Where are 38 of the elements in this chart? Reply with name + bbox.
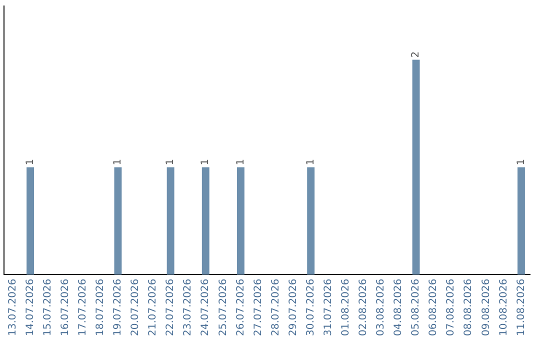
x-tick-label: 18.07.2026 (95, 278, 106, 336)
data-label: 1 (516, 158, 527, 166)
data-label: 1 (24, 158, 36, 166)
x-tick-label: 07.08.2026 (446, 278, 457, 336)
x-tick-label: 02.08.2026 (358, 278, 370, 336)
x-tick-label: 31.07.2026 (322, 278, 334, 336)
x-tick-label: 24.07.2026 (200, 278, 212, 336)
data-label: 1 (112, 158, 124, 166)
x-tick-label: 03.08.2026 (376, 278, 387, 336)
x-tick-label: 08.08.2026 (463, 278, 474, 336)
x-tick-label: 15.07.2026 (42, 278, 54, 336)
x-tick-label: 01.08.2026 (340, 278, 352, 336)
x-tick-label: 09.08.2026 (480, 278, 492, 336)
x-tick-label: 25.07.2026 (218, 278, 229, 336)
x-tick-label: 11.08.2026 (516, 278, 527, 336)
x-tick-label: 27.07.2026 (252, 278, 264, 336)
x-tick-label: 29.07.2026 (288, 278, 299, 336)
x-tick-label: 23.07.2026 (182, 278, 194, 336)
x-tick-label: 14.07.2026 (24, 278, 36, 336)
x-tick-label: 20.07.2026 (130, 278, 142, 336)
x-tick-label: 10.08.2026 (498, 278, 510, 336)
x-tick-label: 22.07.2026 (165, 278, 176, 336)
x-tick-label: 21.07.2026 (148, 278, 159, 336)
x-tick-label: 26.07.2026 (235, 278, 246, 336)
data-label: 1 (235, 158, 246, 166)
data-label: 1 (165, 158, 176, 166)
x-tick-label: 13.07.2026 (7, 278, 18, 336)
data-label: 1 (200, 158, 212, 166)
x-tick-label: 19.07.2026 (112, 278, 124, 336)
data-label: 2 (410, 51, 422, 58)
x-tick-label: 16.07.2026 (60, 278, 71, 336)
x-tick-label: 30.07.2026 (305, 278, 316, 336)
x-tick-label: 28.07.2026 (270, 278, 282, 336)
data-label: 1 (305, 158, 316, 166)
x-tick-label: 05.08.2026 (410, 278, 422, 336)
x-tick-label: 06.08.2026 (428, 278, 440, 336)
x-tick-label: 17.07.2026 (77, 278, 88, 336)
x-tick-label: 04.08.2026 (393, 278, 404, 336)
